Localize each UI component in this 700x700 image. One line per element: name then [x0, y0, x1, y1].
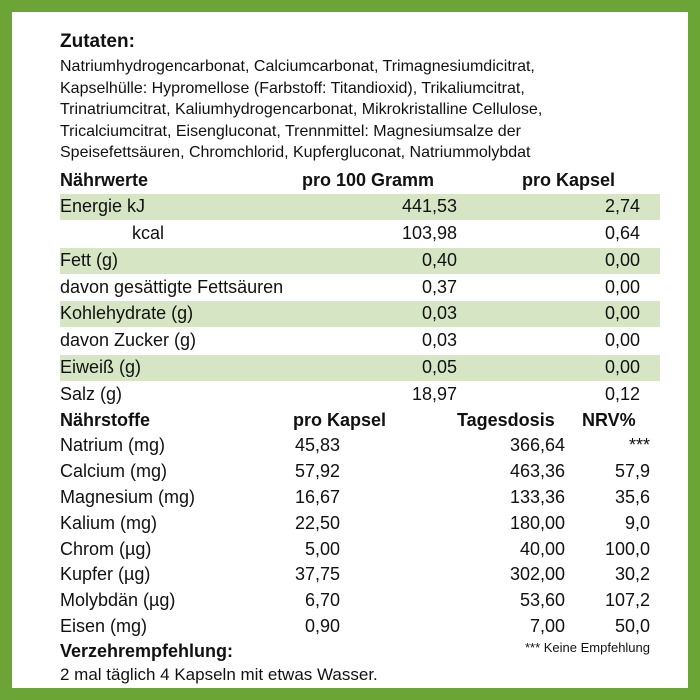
- row-percapsule: 57,92: [294, 461, 340, 482]
- row-label: Eiweiß (g): [60, 357, 142, 378]
- ingredients-list: Natriumhydrogencarbonat, Calciumcarbonat…: [60, 56, 660, 164]
- label-content: Zutaten: Natriumhydrogencarbonat, Calciu…: [60, 30, 660, 686]
- table-row: Calcium (mg) 57,92 463,36 57,9: [60, 459, 660, 485]
- nutrients-header-daily: Tagesdosis: [457, 409, 555, 430]
- ingredients-line: Trinatriumcitrat, Kaliumhydrogencarbonat…: [60, 101, 543, 118]
- row-nrv: 100,0: [604, 538, 650, 559]
- row-per100: 0,40: [421, 249, 457, 270]
- row-label: Molybdän (µg): [60, 590, 176, 611]
- row-label: Magnesium (mg): [60, 487, 196, 508]
- row-nrv: 35,6: [614, 487, 650, 508]
- row-daily: 133,36: [509, 487, 565, 508]
- row-label: Chrom (µg): [60, 538, 152, 559]
- table-row: davon gesättigte Fettsäuren 0,37 0,00: [60, 275, 660, 301]
- row-label: davon gesättigte Fettsäuren: [60, 276, 284, 297]
- row-daily: 180,00: [509, 512, 565, 533]
- row-percapsule: 5,00: [304, 538, 340, 559]
- row-percapsule: 0,00: [604, 303, 640, 324]
- row-daily: 7,00: [529, 616, 565, 637]
- ingredients-title: Zutaten:: [60, 31, 135, 52]
- nutrients-header-percapsule: pro Kapsel: [293, 409, 387, 430]
- nutrition-header-percapsule: pro Kapsel: [522, 169, 616, 190]
- table-row: Kalium (mg) 22,50 180,00 9,0: [60, 511, 660, 537]
- nutrition-header-row: Nährwerte pro 100 Gramm pro Kapsel: [60, 168, 660, 194]
- table-row: Magnesium (mg) 16,67 133,36 35,6: [60, 485, 660, 511]
- row-label: Kalium (mg): [60, 512, 158, 533]
- ingredients-line: Natriumhydrogencarbonat, Calciumcarbonat…: [60, 58, 535, 75]
- row-percapsule: 6,70: [304, 590, 340, 611]
- table-row: Salz (g) 18,97 0,12: [60, 382, 660, 408]
- table-row: Kupfer (µg) 37,75 302,00 30,2: [60, 562, 660, 588]
- row-percapsule: 0,64: [604, 223, 640, 244]
- row-per100: 0,03: [421, 330, 457, 351]
- row-percapsule: 0,00: [604, 330, 640, 351]
- ingredients-line: Speisefettsäuren, Chromchlorid, Kupfergl…: [60, 144, 531, 161]
- row-per100: 18,97: [411, 383, 457, 404]
- row-percapsule: 16,67: [294, 487, 340, 508]
- row-percapsule: 0,00: [604, 357, 640, 378]
- nutrients-header-nrv: NRV%: [582, 409, 636, 430]
- nutrition-header-per100: pro 100 Gramm: [302, 169, 435, 190]
- row-per100: 0,03: [421, 303, 457, 324]
- row-daily: 463,36: [509, 461, 565, 482]
- row-nrv: 9,0: [624, 512, 650, 533]
- row-percapsule: 0,12: [604, 383, 640, 404]
- row-nrv: 50,0: [614, 616, 650, 637]
- row-daily: 302,00: [509, 564, 565, 585]
- recommendation-title: Verzehrempfehlung:: [60, 640, 234, 661]
- row-nrv: 57,9: [614, 461, 650, 482]
- table-row: davon Zucker (g) 0,03 0,00: [60, 328, 660, 354]
- nutrition-table: Nährwerte pro 100 Gramm pro Kapsel Energ…: [60, 168, 660, 408]
- recommendation-text: 2 mal täglich 4 Kapseln mit etwas Wasser…: [60, 664, 378, 684]
- row-label: Energie kJ: [60, 196, 146, 217]
- row-label: kcal: [132, 223, 165, 244]
- row-label: Eisen (mg): [60, 616, 148, 637]
- table-row: Fett (g) 0,40 0,00: [60, 246, 660, 275]
- row-label: Kupfer (µg): [60, 564, 151, 585]
- row-percapsule: 37,75: [294, 564, 340, 585]
- row-percapsule: 22,50: [294, 512, 340, 533]
- row-percapsule: 0,00: [604, 276, 640, 297]
- table-row: Kohlehydrate (g) 0,03 0,00: [60, 300, 660, 329]
- row-label: Fett (g): [60, 249, 119, 270]
- row-daily: 366,64: [509, 435, 565, 456]
- ingredients-line: Tricalciumcitrat, Eisengluconat, Trennmi…: [60, 122, 521, 140]
- row-label: Salz (g): [60, 383, 123, 404]
- row-label: Natrium (mg): [60, 435, 166, 456]
- row-percapsule: 0,90: [304, 616, 340, 637]
- table-row: Natrium (mg) 45,83 366,64 ***: [60, 433, 660, 459]
- row-per100: 0,37: [421, 276, 457, 297]
- nutrients-header-row: Nährstoffe pro Kapsel Tagesdosis NRV%: [60, 408, 660, 434]
- nutrients-header-label: Nährstoffe: [60, 409, 151, 430]
- ingredients-line: Kapselhülle: Hypromellose (Farbstoff: Ti…: [60, 79, 525, 97]
- row-nrv: 30,2: [614, 564, 650, 585]
- table-row: Eiweiß (g) 0,05 0,00: [60, 354, 660, 382]
- row-per100: 0,05: [421, 357, 457, 378]
- row-percapsule: 2,74: [604, 196, 640, 217]
- nutrients-table: Nährstoffe pro Kapsel Tagesdosis NRV% Na…: [60, 408, 660, 640]
- row-percapsule: 0,00: [604, 249, 640, 270]
- row-per100: 441,53: [401, 196, 457, 217]
- table-row: Energie kJ 441,53 2,74: [60, 193, 660, 222]
- row-daily: 53,60: [519, 590, 565, 611]
- row-per100: 103,98: [401, 223, 457, 244]
- row-label: davon Zucker (g): [60, 330, 197, 351]
- nutrition-header-label: Nährwerte: [60, 169, 149, 190]
- footnote: *** Keine Empfehlung: [524, 639, 650, 655]
- row-label: Kohlehydrate (g): [60, 303, 194, 324]
- table-row: kcal 103,98 0,64: [60, 221, 660, 247]
- row-percapsule: 45,83: [294, 435, 340, 456]
- row-daily: 40,00: [519, 538, 565, 559]
- row-label: Calcium (mg): [60, 461, 168, 482]
- table-row: Chrom (µg) 5,00 40,00 100,0: [60, 537, 660, 563]
- table-row: Molybdän (µg) 6,70 53,60 107,2: [60, 588, 660, 614]
- row-nrv: ***: [628, 435, 650, 456]
- table-row: Eisen (mg) 0,90 7,00 50,0: [60, 614, 660, 640]
- row-nrv: 107,2: [604, 590, 650, 611]
